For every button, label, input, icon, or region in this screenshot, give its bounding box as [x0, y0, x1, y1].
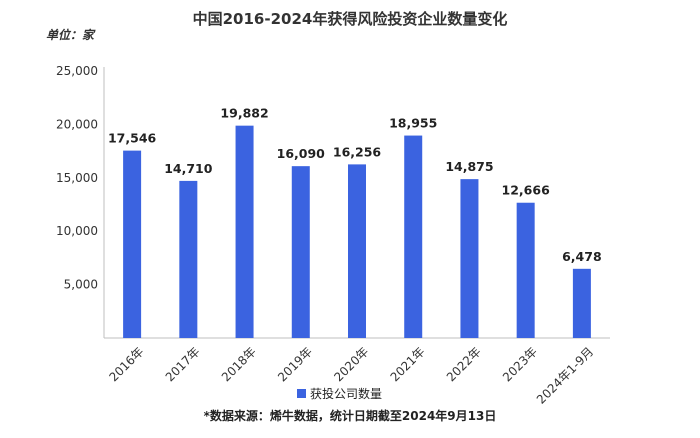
data-labels: 17,546 14,710 19,882 16,090 16,256 18,955 14,8… — [108, 106, 602, 264]
data-label: 18,955 — [389, 116, 437, 131]
y-tick-label: 20,000 — [56, 117, 98, 131]
data-label: 16,090 — [277, 146, 326, 161]
legend: 获投公司数量 — [297, 386, 382, 401]
legend-label: 获投公司数量 — [310, 386, 382, 401]
bar — [404, 135, 423, 338]
data-label: 14,710 — [164, 161, 213, 176]
x-tick-label: 2022年 — [444, 344, 484, 384]
data-label: 14,875 — [445, 159, 493, 174]
x-tick-label: 2020年 — [331, 344, 371, 384]
x-tick-label: 2024年1-9月 — [534, 344, 596, 406]
legend-swatch — [297, 389, 306, 398]
y-tick-label: 10,000 — [56, 224, 98, 238]
unit-label: 单位：家 — [46, 28, 95, 42]
bar — [460, 179, 479, 338]
data-label: 19,882 — [220, 106, 268, 121]
bar — [348, 164, 366, 338]
data-label: 6,478 — [562, 249, 602, 264]
x-tick-label: 2017年 — [163, 344, 203, 384]
y-tick-label: 5,000 — [64, 278, 98, 292]
x-tick-label: 2023年 — [500, 344, 540, 384]
bar — [179, 180, 198, 338]
bar — [123, 150, 142, 338]
data-source-note: *数据来源：烯牛数据，统计日期截至2024年9月13日 — [203, 409, 497, 423]
x-tick-label: 2018年 — [219, 344, 259, 384]
y-axis-ticks: 5,000 10,000 15,000 20,000 25,000 — [56, 64, 98, 292]
x-tick-label: 2019年 — [275, 344, 315, 384]
x-tick-label: 2021年 — [388, 344, 428, 384]
x-tick-label: 2016年 — [106, 344, 146, 384]
y-tick-label: 15,000 — [56, 171, 98, 185]
data-label: 17,546 — [108, 131, 157, 146]
y-tick-label: 25,000 — [56, 64, 98, 78]
bar — [516, 202, 535, 338]
data-label: 12,666 — [502, 183, 551, 198]
bars — [123, 125, 591, 338]
bar — [291, 166, 310, 338]
bar — [572, 268, 591, 338]
bar — [235, 125, 254, 338]
chart-title: 中国2016-2024年获得风险投资企业数量变化 — [192, 10, 508, 28]
data-label: 16,256 — [333, 144, 382, 159]
